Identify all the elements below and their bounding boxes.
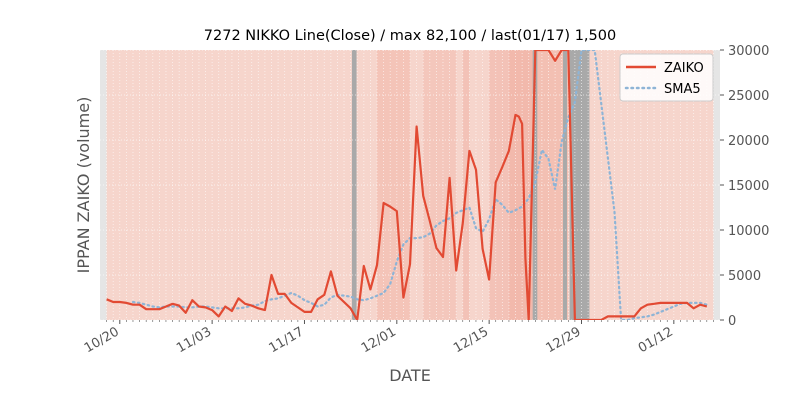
legend: ZAIKO SMA5 (619, 53, 714, 102)
y-tick-label: 20000 (728, 134, 769, 149)
highlight-band (377, 50, 410, 320)
y-tick-label: 30000 (728, 44, 769, 59)
gray-band (569, 50, 590, 320)
y-tick-label: 25000 (728, 89, 769, 104)
grid (100, 49, 720, 321)
y-axis-label: IPPAN ZAIKO (volume) (74, 97, 93, 274)
x-tick-label: 10/20 (82, 324, 122, 356)
series-zaiko-line (106, 50, 708, 320)
series-layer (106, 50, 708, 320)
y-tick-label: 0 (728, 314, 736, 329)
x-tick-label: 12/15 (451, 324, 491, 356)
edge-band (713, 50, 720, 320)
x-tick-label: 12/01 (359, 324, 399, 356)
gray-band (351, 50, 357, 320)
legend-zaiko-label: ZAIKO (664, 61, 704, 76)
x-tick-label: 11/17 (267, 324, 307, 356)
y-tick-label: 5000 (728, 269, 761, 284)
x-axis-label: DATE (389, 366, 431, 385)
x-tick-label: 12/29 (544, 324, 584, 356)
y-tick-label: 10000 (728, 224, 769, 239)
x-tick-label: 01/12 (636, 324, 676, 356)
legend-sma5-label: SMA5 (664, 82, 701, 97)
y-tick-label: 15000 (728, 179, 769, 194)
chart-title: 7272 NIKKO Line(Close) / max 82,100 / la… (204, 28, 616, 44)
x-tick-label: 11/03 (174, 324, 214, 356)
